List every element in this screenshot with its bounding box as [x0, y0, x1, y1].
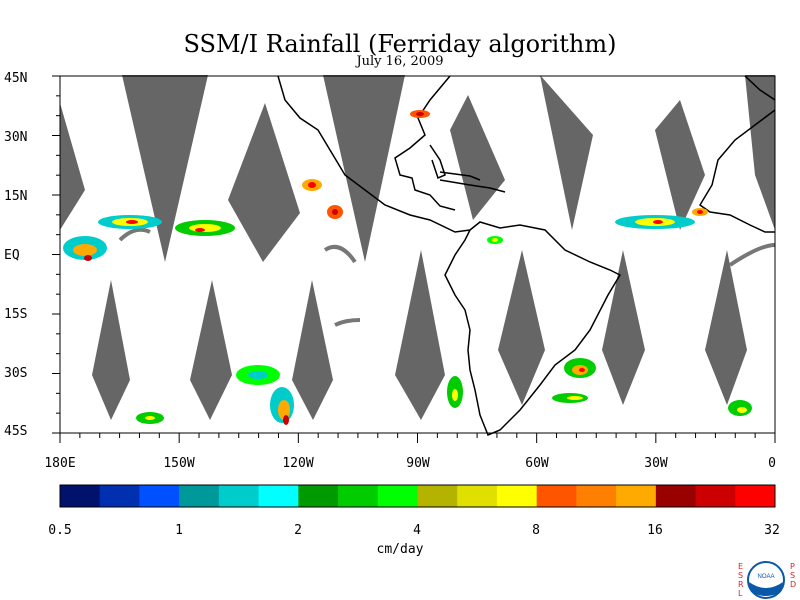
- colorbar-tick-label: 32: [764, 523, 780, 538]
- lat-label-15n: 15N: [4, 189, 28, 204]
- rain-patch: [327, 205, 343, 219]
- swath-gap: [705, 250, 747, 405]
- swath-gap: [498, 250, 545, 405]
- lon-label-90w: 90W: [406, 456, 430, 471]
- lat-label-15s: 15S: [4, 307, 28, 322]
- arc: [728, 243, 776, 267]
- colorbar-tick-label: 4: [413, 523, 421, 538]
- rain-patch: [552, 393, 588, 403]
- logo-center-text: NOAA: [757, 574, 774, 580]
- colorbar-tick-label: 2: [294, 523, 302, 538]
- rain-patch: [410, 110, 430, 118]
- gray-arcs: [118, 227, 776, 327]
- lon-label-150w: 150W: [163, 456, 195, 471]
- rain-patch: [63, 236, 107, 261]
- arc: [334, 318, 361, 327]
- map-date: July 16, 2009: [356, 54, 444, 69]
- north-america-west-coast: [277, 75, 471, 233]
- swath-gap: [602, 250, 645, 405]
- colorbar-tick-label: 1: [175, 523, 183, 538]
- colorbar-tick-label: 0.5: [48, 523, 72, 538]
- swath-gap: [292, 280, 333, 420]
- rain-patch: [447, 376, 463, 408]
- swath-gap: [122, 75, 208, 262]
- rain-patch: [136, 412, 164, 424]
- swath-gap: [655, 100, 705, 230]
- lon-label-0: 0: [768, 456, 776, 471]
- lon-label-30w: 30W: [644, 456, 668, 471]
- arc: [118, 227, 151, 242]
- swath-gap: [92, 280, 130, 420]
- lat-label-30n: 30N: [4, 130, 28, 145]
- europe-coast: [744, 75, 776, 101]
- south-america-coast: [444, 221, 622, 436]
- north-america-east-coast: [394, 75, 456, 211]
- swath-gap: [228, 103, 300, 262]
- rain-patch: [487, 236, 503, 244]
- axis-ticks: [52, 75, 776, 443]
- psd-text: PSD: [790, 562, 797, 589]
- lat-label-30s: 30S: [4, 366, 28, 381]
- rain-patch: [728, 400, 752, 416]
- logo-left-letters: ESRL: [738, 562, 744, 598]
- rain-patch: [302, 179, 322, 191]
- lat-label-45n: 45N: [4, 71, 28, 86]
- rain-patch: [270, 387, 294, 425]
- florida-coast: [429, 144, 446, 180]
- lat-label-45s: 45S: [4, 424, 28, 439]
- swath-gap: [450, 95, 505, 220]
- swath-gap: [60, 103, 85, 230]
- noaa-logo: NOAA: [747, 561, 785, 599]
- rain-patch: [98, 215, 162, 229]
- lon-label-180e: 180E: [44, 456, 76, 471]
- caribbean-islands: [439, 179, 506, 193]
- rain-patches: [63, 110, 752, 425]
- lon-label-120w: 120W: [282, 456, 314, 471]
- swath-gap: [323, 75, 405, 262]
- arc: [323, 245, 357, 264]
- africa-coast: [698, 109, 776, 233]
- cuba: [439, 171, 481, 181]
- colorbar-tick-label: 8: [532, 523, 540, 538]
- swath-gap: [190, 280, 232, 420]
- no-data-swaths: [60, 75, 775, 420]
- lon-label-60w: 60W: [525, 456, 549, 471]
- swath-gap: [745, 75, 775, 230]
- rain-patch: [175, 220, 235, 236]
- esrl-text: ESRL: [738, 562, 744, 598]
- colorbar-units: cm/day: [376, 542, 424, 557]
- colorbar-tick-label: 16: [647, 523, 663, 538]
- rain-patch: [692, 208, 708, 216]
- lat-label-eq: EQ: [4, 248, 20, 263]
- map-title: SSM/I Rainfall (Ferriday algorithm): [183, 30, 617, 58]
- logo-right-letters: PSD: [790, 562, 796, 589]
- rain-patch: [236, 365, 280, 385]
- swath-gap: [540, 75, 593, 230]
- rain-patch: [564, 358, 596, 378]
- swath-gap: [395, 250, 445, 420]
- rain-patch: [615, 215, 695, 229]
